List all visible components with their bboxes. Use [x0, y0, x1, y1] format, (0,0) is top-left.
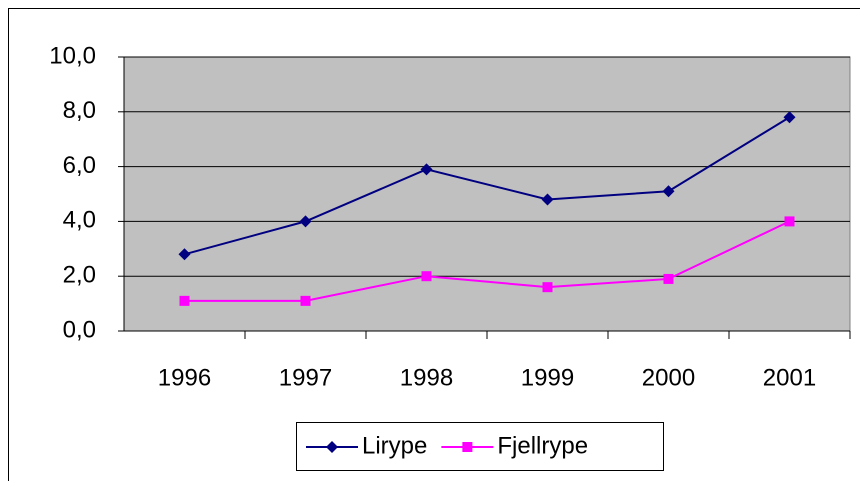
data-point	[663, 273, 674, 284]
x-tick-label: 1997	[279, 364, 332, 391]
legend-marker	[462, 442, 473, 452]
data-point	[178, 248, 191, 261]
x-tick-label: 1998	[400, 364, 453, 391]
y-tick-label: 8,0	[63, 97, 96, 124]
x-tick-label: 2000	[642, 364, 695, 391]
data-point	[783, 111, 796, 124]
series-line	[184, 116, 791, 256]
legend-label: Lirype	[362, 432, 427, 459]
plot-area	[123, 56, 851, 332]
data-point	[541, 193, 554, 206]
y-tick-label: 10,0	[49, 42, 96, 69]
data-point	[662, 185, 675, 198]
data-point	[300, 295, 311, 306]
data-point	[421, 271, 432, 282]
legend-marker	[326, 441, 338, 453]
y-tick-label: 6,0	[63, 152, 96, 179]
x-tick-label: 1999	[521, 364, 574, 391]
data-point	[420, 163, 433, 176]
y-tick-label: 4,0	[63, 207, 96, 234]
data-point	[542, 282, 553, 293]
y-tick-label: 0,0	[63, 316, 96, 343]
data-point	[784, 216, 795, 227]
x-tick-label: 2001	[763, 364, 816, 391]
series-line	[184, 220, 790, 302]
x-tick-label: 1996	[158, 364, 211, 391]
data-point	[179, 295, 190, 306]
y-tick-label: 2,0	[63, 262, 96, 289]
legend-label: Fjellrype	[497, 432, 588, 459]
data-point	[299, 215, 312, 228]
